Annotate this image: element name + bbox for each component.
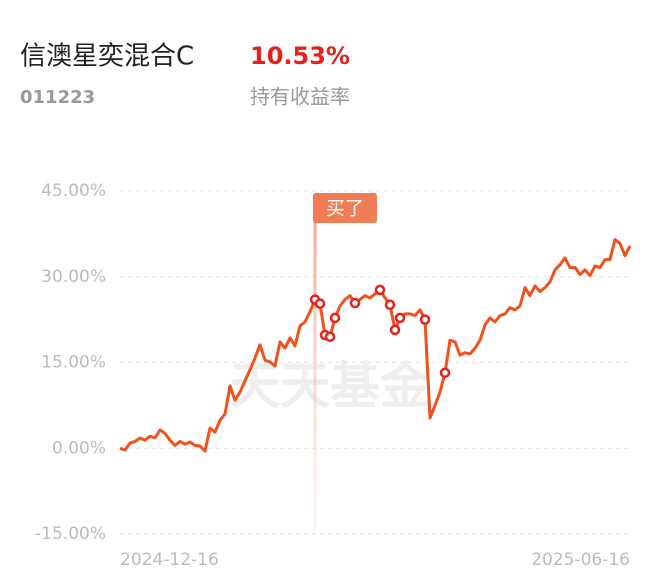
buy-tag (313, 193, 377, 223)
x-tick-label: 2024-12-16 (120, 550, 219, 570)
fund-name: 信澳星奕混合C (20, 42, 194, 72)
y-tick-label: 15.00% (41, 353, 106, 373)
buy-line (313, 222, 317, 534)
fund-return: 10.53% (250, 42, 350, 70)
trade-marker (419, 314, 431, 325)
x-tick-label: 2025-06-16 (531, 550, 630, 570)
y-tick-label: 45.00% (41, 181, 106, 201)
trade-marker (394, 312, 406, 324)
trade-marker (324, 331, 336, 343)
y-tick-label: 30.00% (41, 267, 106, 287)
y-tick-label: -15.00% (35, 524, 106, 544)
buy-tag-label: 买了 (326, 198, 364, 220)
trade-marker (389, 324, 401, 336)
trade-marker (314, 298, 326, 309)
trade-marker (439, 367, 451, 379)
return-label: 持有收益率 (250, 85, 350, 109)
fund-code: 011223 (20, 87, 95, 108)
watermark: 天天基金 (230, 356, 431, 415)
trade-marker (329, 312, 341, 324)
return-line (119, 238, 632, 453)
y-tick-label: 0.00% (52, 438, 106, 458)
trade-marker (374, 284, 386, 296)
trade-marker (349, 297, 361, 309)
trade-marker (384, 299, 396, 311)
